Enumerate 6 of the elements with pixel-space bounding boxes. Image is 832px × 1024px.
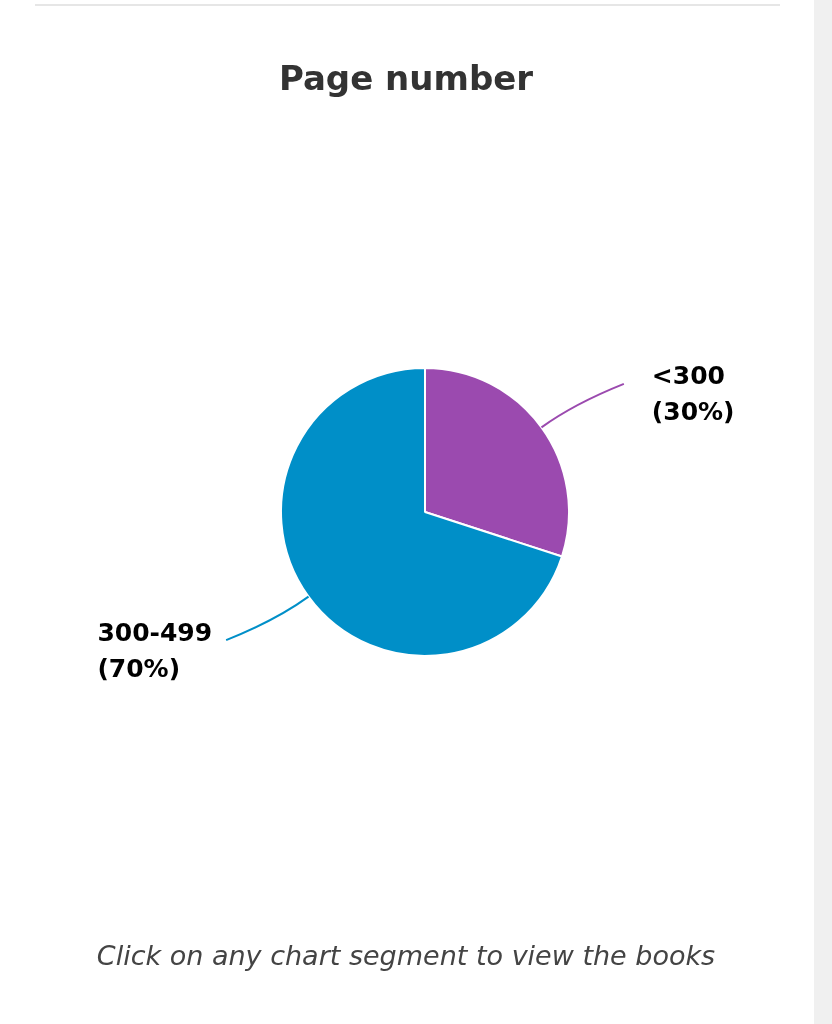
- text: Click on any chart segment to view the books: [95, 940, 717, 971]
- chart-title: Page number: [277, 58, 535, 98]
- slice-label: 300-499: [97, 617, 213, 647]
- data-label: (30%): [651, 397, 735, 427]
- slice-label: <300: [651, 361, 725, 391]
- data-label: (70%): [97, 653, 181, 683]
